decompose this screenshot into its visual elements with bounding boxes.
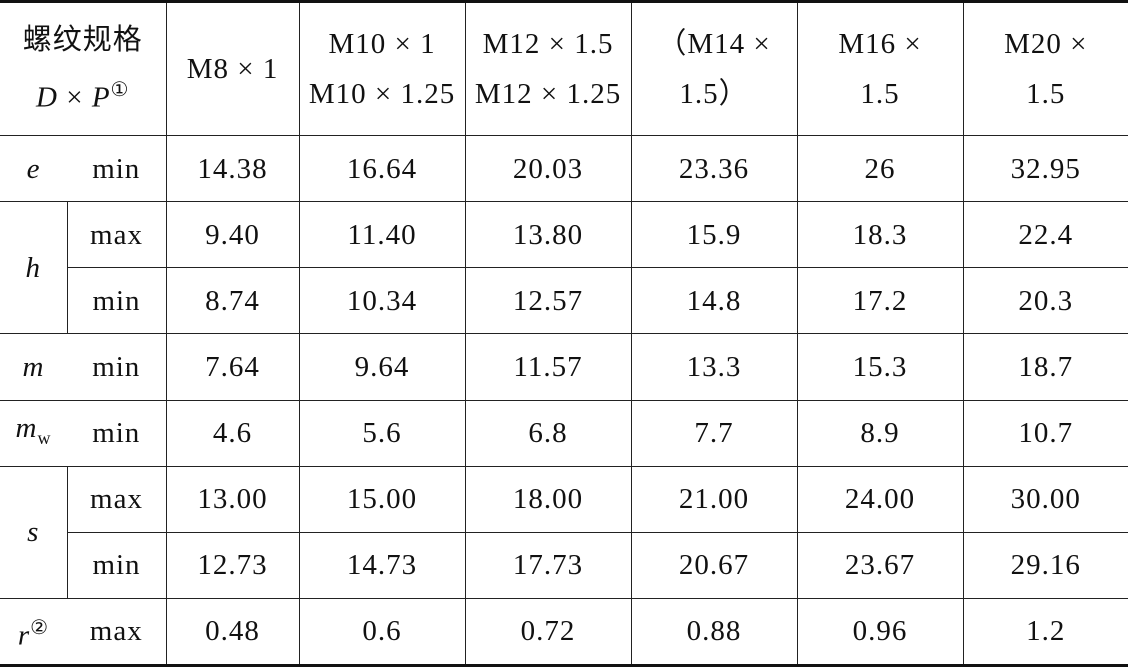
cell: 22.4	[962, 201, 1128, 269]
cell: 32.95	[962, 135, 1128, 203]
cell: 5.6	[298, 399, 466, 467]
cell: 16.64	[298, 135, 466, 203]
cell: 8.74	[165, 267, 300, 335]
header-col-m12: M12 × 1.5 M12 × 1.25	[464, 0, 632, 137]
header-col-m14: （M14 × 1.5）	[630, 0, 798, 137]
cell: 18.00	[464, 465, 632, 533]
header-row: 螺纹规格 D × P① M8 × 1 M10 × 1 M10 × 1.25 M1…	[0, 0, 1128, 137]
cell: 0.6	[298, 597, 466, 667]
cell: 24.00	[796, 465, 964, 533]
cell: 30.00	[962, 465, 1128, 533]
label-min: min	[66, 267, 167, 335]
row-m-min: m min 7.64 9.64 11.57 13.3 15.3 18.7	[0, 333, 1128, 401]
symbol-r: r②	[0, 597, 67, 667]
row-s-min: min 12.73 14.73 17.73 20.67 23.67 29.16	[0, 531, 1128, 599]
cell: 14.73	[298, 531, 466, 599]
cell: 15.00	[298, 465, 466, 533]
cell: 10.34	[298, 267, 466, 335]
symbol-h: h	[0, 201, 68, 335]
label-min: min	[66, 531, 167, 599]
cell: 13.3	[630, 333, 798, 401]
cell: 12.57	[464, 267, 632, 335]
cell: 14.8	[630, 267, 798, 335]
cell: 20.67	[630, 531, 798, 599]
cell: 10.7	[962, 399, 1128, 467]
cell: 7.7	[630, 399, 798, 467]
cell: 20.3	[962, 267, 1128, 335]
cell: 11.57	[464, 333, 632, 401]
cell: 13.80	[464, 201, 632, 269]
label-max: max	[67, 597, 167, 667]
cell: 12.73	[165, 531, 300, 599]
cell: 6.8	[464, 399, 632, 467]
row-s-max: s max 13.00 15.00 18.00 21.00 24.00 30.0…	[0, 465, 1128, 599]
cell: 14.38	[165, 135, 300, 203]
cell: 8.9	[796, 399, 964, 467]
cell: 23.36	[630, 135, 798, 203]
cell: 4.6	[165, 399, 300, 467]
label-max: max	[66, 465, 167, 533]
cell: 0.96	[796, 597, 964, 667]
cell: 13.00	[165, 465, 300, 533]
cell: 9.64	[298, 333, 466, 401]
cell: 0.88	[630, 597, 798, 667]
cell: 23.67	[796, 531, 964, 599]
spec-label-cell: 螺纹规格 D × P①	[0, 0, 167, 137]
cell: 7.64	[165, 333, 300, 401]
header-col-m20: M20 × 1.5	[962, 0, 1128, 137]
symbol-m: m	[0, 333, 67, 401]
symbol-e: e	[0, 135, 67, 203]
spec-label-line1: 螺纹规格	[22, 24, 143, 57]
cell: 15.3	[796, 333, 964, 401]
cell: 9.40	[165, 201, 300, 269]
cell: 17.2	[796, 267, 964, 335]
cell: 15.9	[630, 201, 798, 269]
cell: 11.40	[298, 201, 466, 269]
cell: 18.7	[962, 333, 1128, 401]
label-min: min	[67, 333, 167, 401]
row-h-max: h max 9.40 11.40 13.80 15.9 18.3 22.4	[0, 201, 1128, 335]
header-col-m8: M8 × 1	[165, 0, 300, 137]
cell: 1.2	[962, 597, 1128, 667]
spec-label-line2: D × P①	[36, 79, 130, 114]
row-h-min: min 8.74 10.34 12.57 14.8 17.2 20.3	[0, 267, 1128, 335]
cell: 20.03	[464, 135, 632, 203]
cell: 0.72	[464, 597, 632, 667]
cell: 29.16	[962, 531, 1128, 599]
row-r-max: r② max 0.48 0.6 0.72 0.88 0.96 1.2	[0, 597, 1128, 667]
label-min: min	[67, 399, 167, 467]
label-max: max	[66, 201, 167, 269]
symbol-mw: mw	[0, 399, 67, 467]
header-col-m16: M16 × 1.5	[796, 0, 964, 137]
cell: 21.00	[630, 465, 798, 533]
row-mw-min: mw min 4.6 5.6 6.8 7.7 8.9 10.7	[0, 399, 1128, 467]
cell: 0.48	[165, 597, 300, 667]
header-col-m10: M10 × 1 M10 × 1.25	[298, 0, 466, 137]
label-min: min	[67, 135, 167, 203]
row-e-min: e min 14.38 16.64 20.03 23.36 26 32.95	[0, 135, 1128, 203]
symbol-s: s	[0, 465, 68, 599]
cell: 17.73	[464, 531, 632, 599]
cell: 26	[796, 135, 964, 203]
cell: 18.3	[796, 201, 964, 269]
